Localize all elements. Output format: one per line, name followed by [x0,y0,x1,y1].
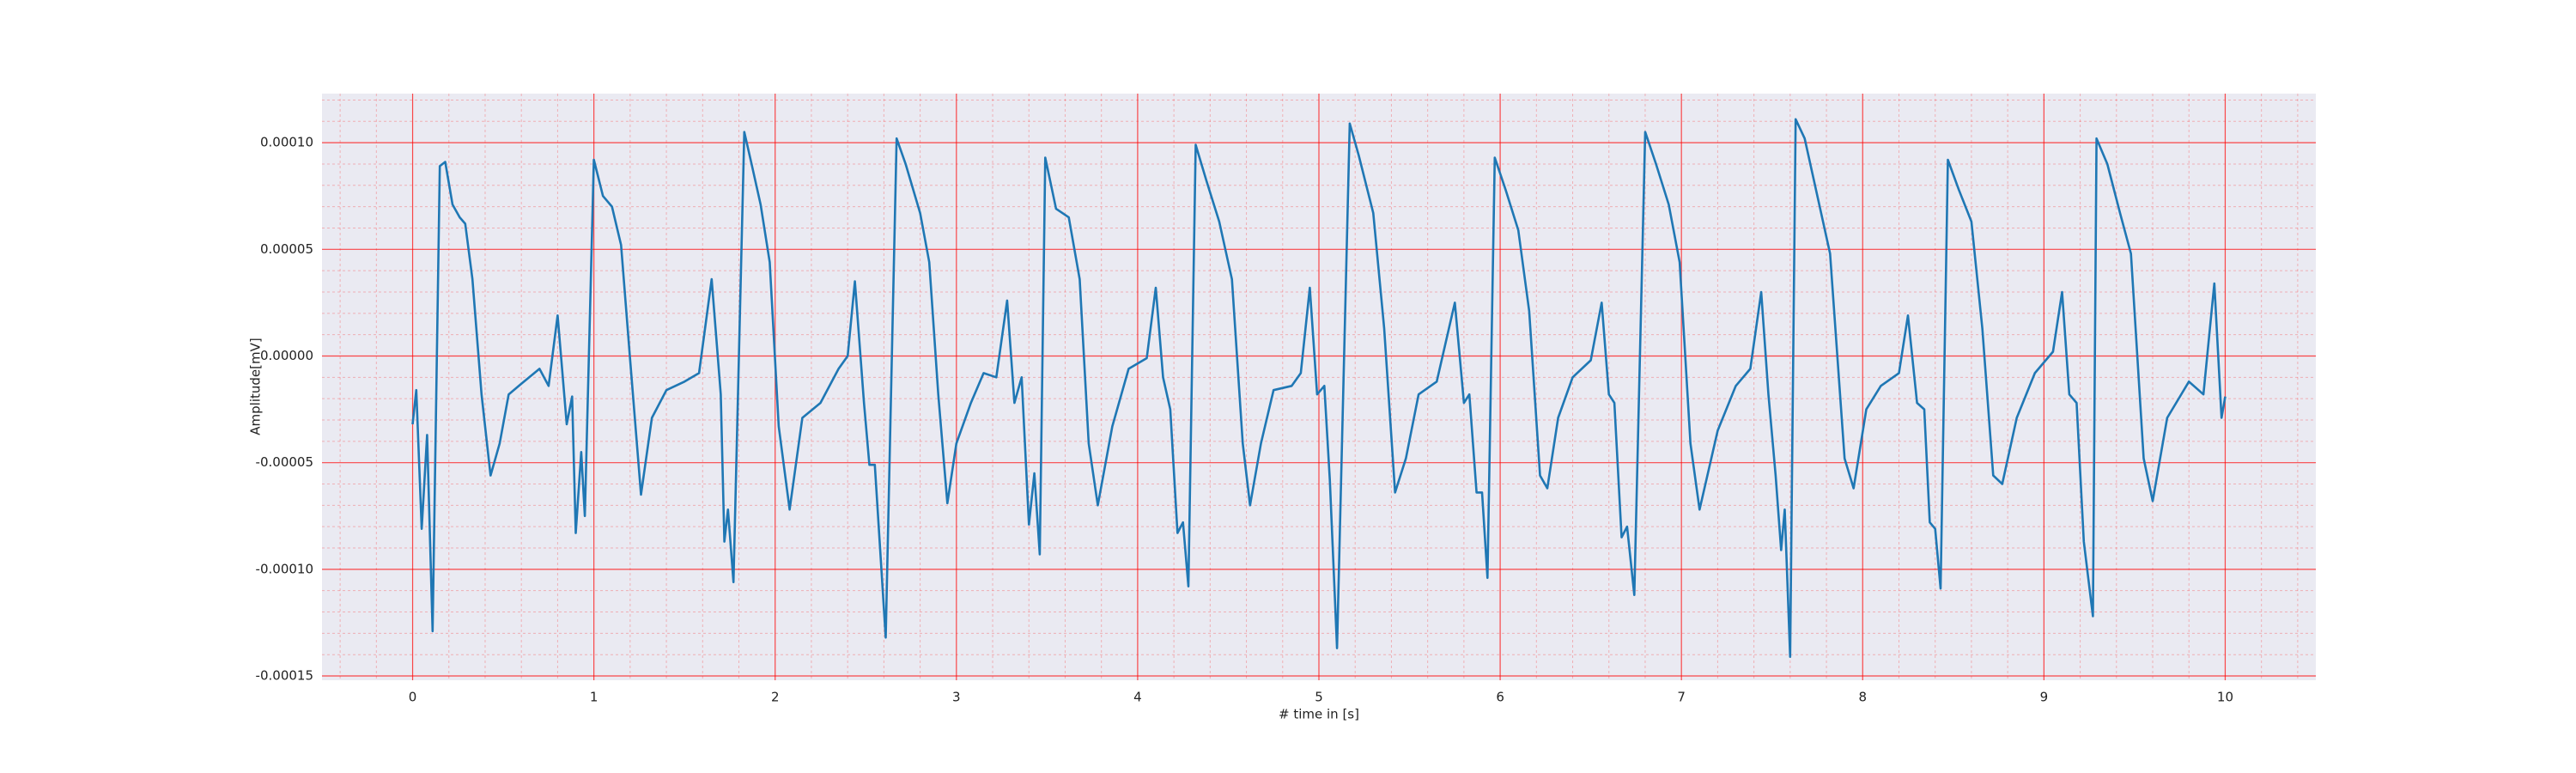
x-tick-label: 4 [1133,690,1142,705]
x-tick-label: 6 [1496,690,1504,705]
x-tick-label: 1 [590,690,598,705]
x-tick-label: 8 [1858,690,1867,705]
y-tick-label: 0.00010 [260,135,313,150]
y-tick-label: 0.00005 [260,241,313,257]
x-tick-label: 5 [1315,690,1323,705]
x-tick-label: 9 [2040,690,2049,705]
y-axis-label: Amplitude[mV] [248,338,264,435]
x-tick-label: 0 [409,690,417,705]
x-tick-label: 7 [1677,690,1686,705]
x-tick-label: 10 [2217,690,2233,705]
x-tick-label: 3 [952,690,961,705]
y-tick-label: 0.00000 [260,348,313,363]
x-axis-label: # time in [s] [1279,707,1359,722]
x-tick-label: 2 [771,690,780,705]
y-tick-label: -0.00015 [256,668,313,684]
y-tick-label: -0.00010 [256,561,313,576]
signal-line [411,118,2227,658]
y-tick-label: -0.00005 [256,454,313,470]
